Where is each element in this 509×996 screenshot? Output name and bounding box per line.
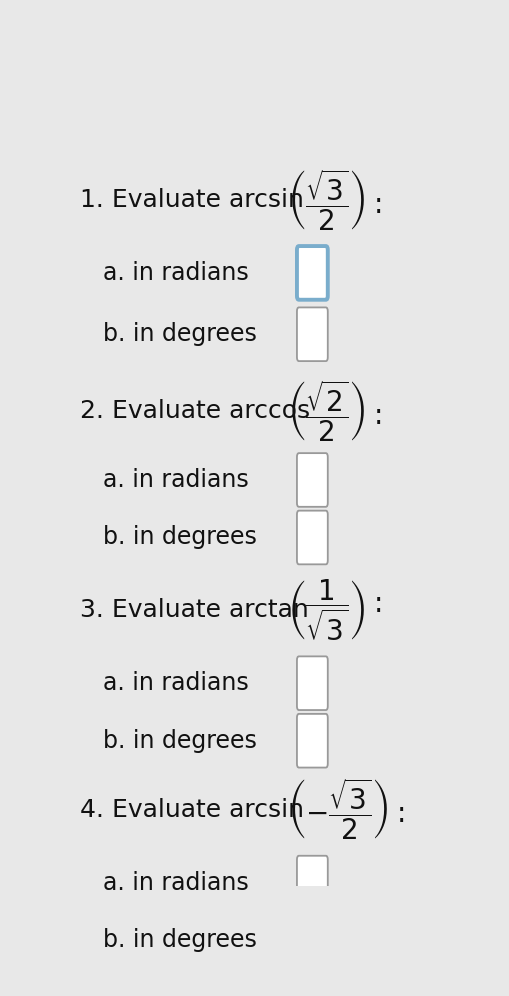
FancyBboxPatch shape: [296, 714, 327, 768]
FancyBboxPatch shape: [296, 656, 327, 710]
Text: 1. Evaluate arcsin: 1. Evaluate arcsin: [79, 188, 303, 212]
Text: 4. Evaluate arcsin: 4. Evaluate arcsin: [79, 798, 303, 822]
Text: $\left(-\dfrac{\sqrt{3}}{2}\right):$: $\left(-\dfrac{\sqrt{3}}{2}\right):$: [287, 777, 404, 843]
Text: $\left(\dfrac{1}{\sqrt{3}}\right):$: $\left(\dfrac{1}{\sqrt{3}}\right):$: [287, 578, 381, 643]
FancyBboxPatch shape: [296, 246, 327, 300]
Text: a. in radians: a. in radians: [103, 871, 248, 894]
Text: a. in radians: a. in radians: [103, 261, 248, 285]
Text: a. in radians: a. in radians: [103, 468, 248, 492]
FancyBboxPatch shape: [296, 856, 327, 909]
FancyBboxPatch shape: [296, 913, 327, 967]
Text: 2. Evaluate arccos: 2. Evaluate arccos: [79, 399, 309, 423]
FancyBboxPatch shape: [296, 511, 327, 565]
Text: a. in radians: a. in radians: [103, 671, 248, 695]
Text: $\left(\dfrac{\sqrt{3}}{2}\right):$: $\left(\dfrac{\sqrt{3}}{2}\right):$: [287, 167, 381, 233]
FancyBboxPatch shape: [296, 308, 327, 362]
Text: 3. Evaluate arctan: 3. Evaluate arctan: [79, 599, 308, 622]
Text: b. in degrees: b. in degrees: [103, 928, 257, 952]
Text: $\left(\dfrac{\sqrt{2}}{2}\right):$: $\left(\dfrac{\sqrt{2}}{2}\right):$: [287, 378, 381, 443]
Text: b. in degrees: b. in degrees: [103, 526, 257, 550]
FancyBboxPatch shape: [296, 453, 327, 507]
Text: b. in degrees: b. in degrees: [103, 323, 257, 347]
Text: b. in degrees: b. in degrees: [103, 729, 257, 753]
